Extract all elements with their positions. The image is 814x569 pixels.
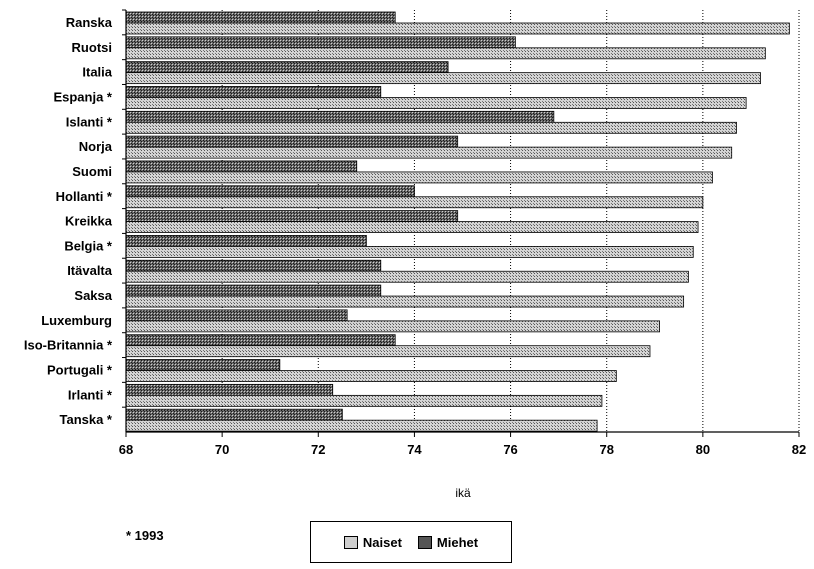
- bar-naiset-6: [125, 171, 713, 184]
- legend-item-miehet: Miehet: [417, 534, 479, 550]
- legend-swatch-miehet: [417, 535, 432, 549]
- bar-miehet-3: [125, 86, 382, 98]
- bar-miehet-8: [125, 210, 459, 222]
- bar-miehet-7: [125, 185, 415, 198]
- bar-naiset-2: [125, 72, 761, 85]
- bar-miehet-11: [125, 284, 382, 297]
- bar-naiset-5: [125, 146, 733, 159]
- legend-swatch-naiset: [343, 535, 358, 549]
- bar-miehet-16: [125, 408, 343, 421]
- category-label-12: Luxemburg: [41, 313, 112, 328]
- category-label-3: Espanja *: [53, 89, 112, 104]
- bar-miehet-10: [125, 259, 382, 272]
- legend-item-naiset: Naiset: [343, 534, 402, 550]
- x-tick-label-82: 82: [792, 442, 806, 457]
- axes: [122, 9, 800, 437]
- category-labels: Ranska Ruotsi Italia Espanja * Islanti * Norj…: [24, 15, 113, 427]
- bar-naiset-15: [125, 394, 603, 407]
- bar-miehet-9: [125, 235, 367, 247]
- x-tick-label-80: 80: [696, 442, 710, 457]
- x-tick-label-72: 72: [311, 442, 325, 457]
- bar-naiset-8: [125, 221, 699, 233]
- category-label-8: Kreikka: [65, 214, 113, 229]
- x-axis-title: ikä: [455, 486, 471, 500]
- category-label-9: Belgia *: [64, 238, 113, 253]
- category-label-7: Hollanti *: [56, 189, 113, 204]
- category-label-5: Norja: [79, 139, 113, 154]
- category-label-15: Irlanti *: [68, 387, 113, 402]
- legend-label-naiset: Naiset: [362, 534, 402, 550]
- bar-naiset-14: [125, 370, 617, 382]
- category-label-2: Italia: [82, 65, 112, 80]
- bar-miehet-15: [125, 383, 334, 396]
- category-label-4: Islanti *: [66, 114, 113, 129]
- x-tick-label-76: 76: [503, 442, 517, 457]
- bar-miehet-6: [125, 160, 358, 173]
- bar-naiset-12: [125, 320, 660, 333]
- bar-naiset-3: [125, 97, 747, 109]
- bar-miehet-14: [125, 359, 281, 371]
- bar-naiset-10: [125, 270, 689, 283]
- bar-naiset-13: [125, 345, 651, 358]
- x-tick-label-74: 74: [407, 442, 422, 457]
- category-label-13: Iso-Britannia *: [24, 338, 113, 353]
- x-tick-label-68: 68: [119, 442, 133, 457]
- bar-miehet-0: [125, 11, 396, 24]
- bar-miehet-2: [125, 61, 449, 74]
- category-label-16: Tanska *: [59, 412, 112, 427]
- bar-miehet-12: [125, 309, 348, 322]
- category-label-6: Suomi: [72, 164, 112, 179]
- category-label-0: Ranska: [66, 15, 113, 30]
- bar-miehet-4: [125, 110, 555, 123]
- bar-miehet-1: [125, 36, 516, 49]
- bars: [125, 11, 790, 432]
- legend-label-miehet: Miehet: [436, 534, 479, 550]
- category-label-10: Itävalta: [67, 263, 113, 278]
- bar-naiset-1: [125, 47, 766, 60]
- bar-miehet-13: [125, 334, 396, 347]
- bar-naiset-9: [125, 246, 694, 258]
- bar-naiset-4: [125, 121, 737, 134]
- category-label-14: Portugali *: [47, 363, 113, 378]
- category-label-1: Ruotsi: [72, 40, 112, 55]
- bar-miehet-5: [125, 135, 459, 148]
- bar-naiset-16: [125, 419, 598, 432]
- category-label-11: Saksa: [74, 288, 112, 303]
- x-tick-label-78: 78: [599, 442, 613, 457]
- x-tick-label-70: 70: [215, 442, 229, 457]
- bar-naiset-0: [125, 22, 790, 35]
- bar-naiset-7: [125, 196, 704, 209]
- tick-labels: 68 70 72 74 76 78 80 82: [119, 442, 806, 457]
- legend: Naiset Miehet: [310, 521, 512, 563]
- footnote: * 1993: [126, 528, 164, 543]
- bar-naiset-11: [125, 295, 685, 308]
